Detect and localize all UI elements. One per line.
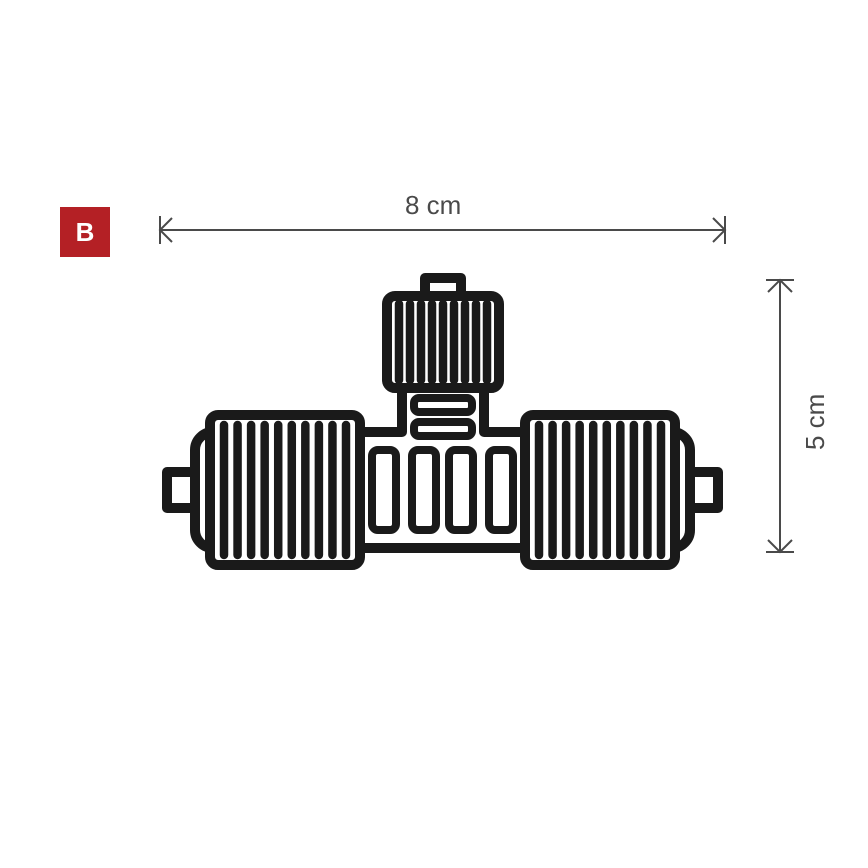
connector-diagram — [0, 0, 868, 868]
